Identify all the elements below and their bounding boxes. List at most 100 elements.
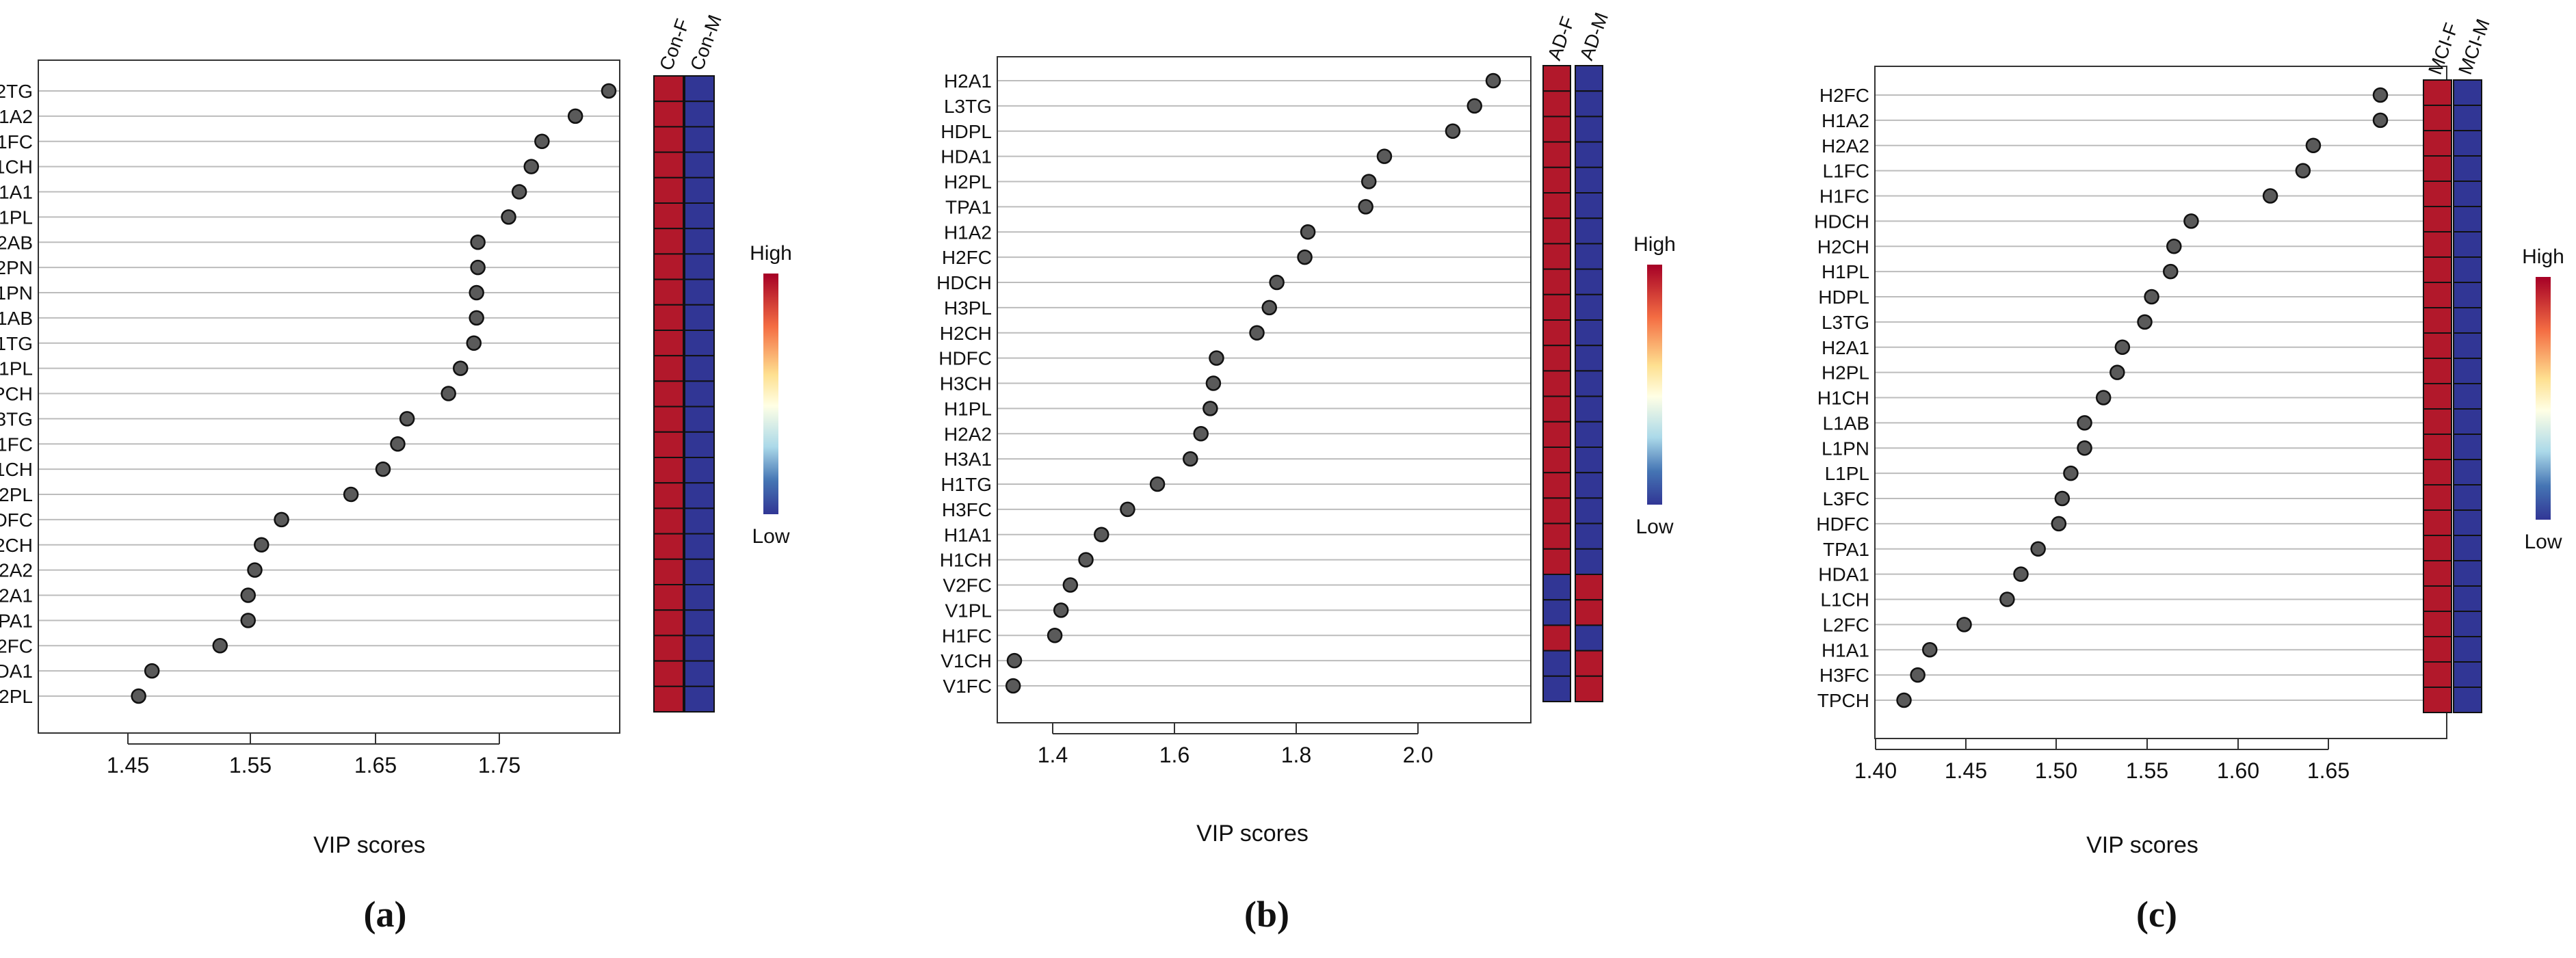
heatmap-cell — [684, 507, 715, 535]
heatmap-cell — [653, 202, 684, 230]
data-point — [1999, 591, 2015, 607]
data-point — [470, 259, 486, 276]
data-point — [1209, 350, 1224, 366]
data-point — [2063, 465, 2079, 481]
heatmap-cell — [1542, 141, 1571, 168]
y-tick-label: TPA1 — [945, 196, 992, 217]
y-tick-label: HDPL — [941, 121, 992, 142]
y-tick-label: L3TG — [944, 96, 992, 117]
heatmap-cell — [2453, 130, 2482, 157]
heatmap-cell — [2423, 206, 2452, 232]
y-tick-label: H1FC — [1819, 186, 1869, 207]
data-point — [2077, 415, 2092, 431]
heatmap-cell — [653, 507, 684, 535]
data-point — [240, 613, 256, 628]
y-tick-label: TPA1 — [1823, 539, 1869, 560]
data-point — [1297, 249, 1313, 265]
heatmap-cell — [2423, 611, 2452, 637]
heatmap-cell — [684, 457, 715, 484]
heatmap-cell — [2423, 585, 2452, 612]
heatmap-cell — [684, 431, 715, 458]
heatmap-cell — [2423, 282, 2452, 308]
data-point — [399, 411, 415, 427]
heatmap-cell — [2453, 282, 2482, 308]
color-legend-bar — [1647, 265, 1662, 505]
data-point — [452, 360, 469, 376]
heatmap-cell — [2423, 130, 2452, 157]
heatmap-cell — [1542, 65, 1571, 92]
y-tick-label: TPCH — [0, 384, 33, 405]
color-legend-bar — [2536, 277, 2551, 520]
data-point — [523, 159, 539, 174]
heatmap-cell — [1542, 395, 1571, 423]
y-tick-label: L2CH — [0, 535, 33, 556]
heatmap-cell — [2453, 636, 2482, 663]
color-legend-bar — [763, 274, 778, 514]
y-tick-label: HDPL — [1818, 287, 1869, 308]
heatmap-cell — [1542, 166, 1571, 194]
y-tick-label: H3FC — [1819, 665, 1869, 686]
data-point — [240, 587, 256, 603]
heatmap-cell — [2453, 231, 2482, 258]
heatmap-cell — [2423, 459, 2452, 485]
y-tick-label: V1PL — [945, 600, 993, 621]
y-tick-label: L1PN — [1822, 438, 1869, 459]
heatmap-cell — [684, 253, 715, 280]
y-tick-label: L1AB — [0, 308, 33, 329]
heatmap-cell — [1542, 472, 1571, 499]
y-tick-label: L1CH — [0, 459, 33, 480]
data-point — [2372, 87, 2389, 103]
heatmap-cell — [1575, 574, 1603, 601]
x-axis-label: VIP scores — [1196, 821, 1309, 847]
plot-frame — [38, 59, 620, 734]
heatmap-cell — [653, 431, 684, 458]
heatmap-cell — [684, 101, 715, 128]
data-point — [567, 108, 583, 124]
heatmap-cell — [653, 558, 684, 585]
data-point — [1358, 199, 1374, 215]
heatmap-cell — [2423, 484, 2452, 511]
data-point — [2054, 490, 2071, 507]
heatmap-cell — [1542, 650, 1571, 677]
heatmap-cell — [2453, 687, 2482, 713]
heatmap-cell — [2423, 79, 2452, 106]
data-point — [1361, 174, 1377, 189]
heatmap-cell — [1575, 421, 1603, 448]
x-tick-label: 1.8 — [1281, 743, 1311, 767]
y-tick-label: H1TG — [941, 474, 992, 495]
heatmap-cell — [1575, 116, 1603, 143]
heatmap-cell — [2423, 358, 2452, 384]
y-tick-label: HDFC — [1816, 514, 1869, 535]
heatmap-cell — [2453, 611, 2482, 637]
heatmap-cell — [1542, 90, 1571, 118]
heatmap-cell — [653, 482, 684, 509]
data-point — [2163, 263, 2179, 280]
y-tick-label: H2A1 — [944, 70, 992, 92]
heatmap-cell — [2423, 434, 2452, 460]
data-point — [2144, 289, 2159, 305]
heatmap-cell — [684, 355, 715, 382]
y-tick-label: L1PN — [0, 282, 33, 304]
x-tick-label: 2.0 — [1403, 743, 1433, 767]
heatmap-cell — [2423, 383, 2452, 410]
heatmap-cell — [2453, 155, 2482, 182]
heatmap-cell — [684, 558, 715, 585]
heatmap-cell — [1575, 345, 1603, 372]
data-point — [390, 436, 406, 452]
legend-high-label: High — [2522, 245, 2564, 268]
heatmap-cell — [1542, 319, 1571, 347]
heatmap-cell — [653, 355, 684, 382]
y-tick-label: L1PL — [0, 358, 33, 380]
heatmap-cell — [1575, 293, 1603, 321]
x-axis-label: VIP scores — [313, 832, 425, 858]
y-tick-label: V1FC — [943, 676, 992, 697]
y-tick-label: H1FC — [0, 131, 33, 152]
panel-caption: (b) — [1244, 894, 1289, 935]
panel-caption: (a) — [364, 894, 407, 935]
heatmap-cell — [1542, 624, 1571, 652]
heatmap-cell — [653, 101, 684, 128]
data-point — [274, 511, 289, 528]
y-tick-label: H2A1 — [0, 585, 33, 607]
